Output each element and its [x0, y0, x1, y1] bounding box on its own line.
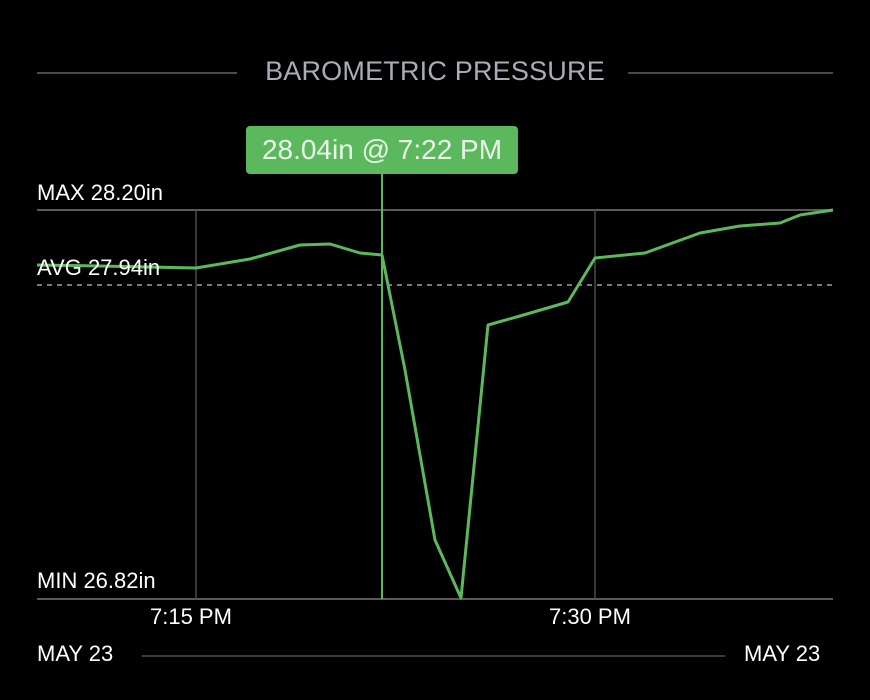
chart-title-row: BAROMETRIC PRESSURE	[37, 52, 833, 92]
title-divider-right	[628, 72, 833, 74]
end-date: MAY 23	[744, 641, 821, 666]
cursor-tooltip: 28.04in @ 7:22 PM	[246, 126, 518, 174]
x-tick-715: 7:15 PM	[150, 604, 232, 629]
max-label: MAX 28.20in	[37, 180, 163, 205]
title-divider-left	[37, 72, 237, 74]
x-tick-730: 7:30 PM	[549, 604, 631, 629]
date-range-divider	[142, 655, 725, 657]
min-label: MIN 26.82in	[37, 568, 156, 593]
avg-label: AVG 27.94in	[37, 255, 161, 280]
pressure-line	[36, 208, 834, 600]
chart-title: BAROMETRIC PRESSURE	[37, 56, 833, 87]
start-date: MAY 23	[37, 641, 114, 666]
